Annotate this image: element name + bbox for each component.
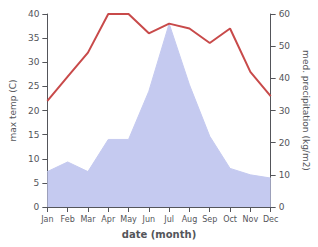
svg-text:Apr: Apr (101, 215, 116, 224)
svg-text:Dec: Dec (263, 215, 278, 224)
svg-text:Oct: Oct (223, 215, 237, 224)
svg-text:Nov: Nov (243, 215, 259, 224)
svg-text:40: 40 (279, 73, 291, 83)
svg-text:30: 30 (28, 57, 40, 67)
svg-text:Jul: Jul (163, 215, 174, 224)
svg-text:max temp (C): max temp (C) (8, 79, 18, 141)
svg-text:Aug: Aug (182, 215, 198, 224)
svg-text:date (month): date (month) (122, 229, 196, 240)
svg-text:40: 40 (28, 9, 40, 19)
svg-text:35: 35 (28, 33, 39, 43)
svg-text:Sep: Sep (202, 215, 217, 224)
svg-text:50: 50 (279, 41, 291, 51)
svg-text:0: 0 (34, 202, 40, 212)
svg-text:30: 30 (279, 106, 291, 116)
svg-text:15: 15 (28, 130, 39, 140)
svg-text:May: May (120, 215, 137, 224)
svg-text:0: 0 (279, 202, 285, 212)
svg-text:10: 10 (279, 170, 291, 180)
svg-text:med. precipitation (kg/m2): med. precipitation (kg/m2) (301, 50, 311, 171)
svg-text:5: 5 (34, 178, 40, 188)
svg-text:Jun: Jun (142, 215, 156, 224)
svg-text:Mar: Mar (80, 215, 96, 224)
svg-text:60: 60 (279, 9, 291, 19)
svg-text:10: 10 (28, 154, 40, 164)
svg-text:Jan: Jan (40, 215, 53, 224)
svg-text:20: 20 (28, 106, 40, 116)
svg-text:20: 20 (279, 138, 291, 148)
svg-text:Feb: Feb (61, 215, 75, 224)
svg-text:25: 25 (28, 81, 39, 91)
